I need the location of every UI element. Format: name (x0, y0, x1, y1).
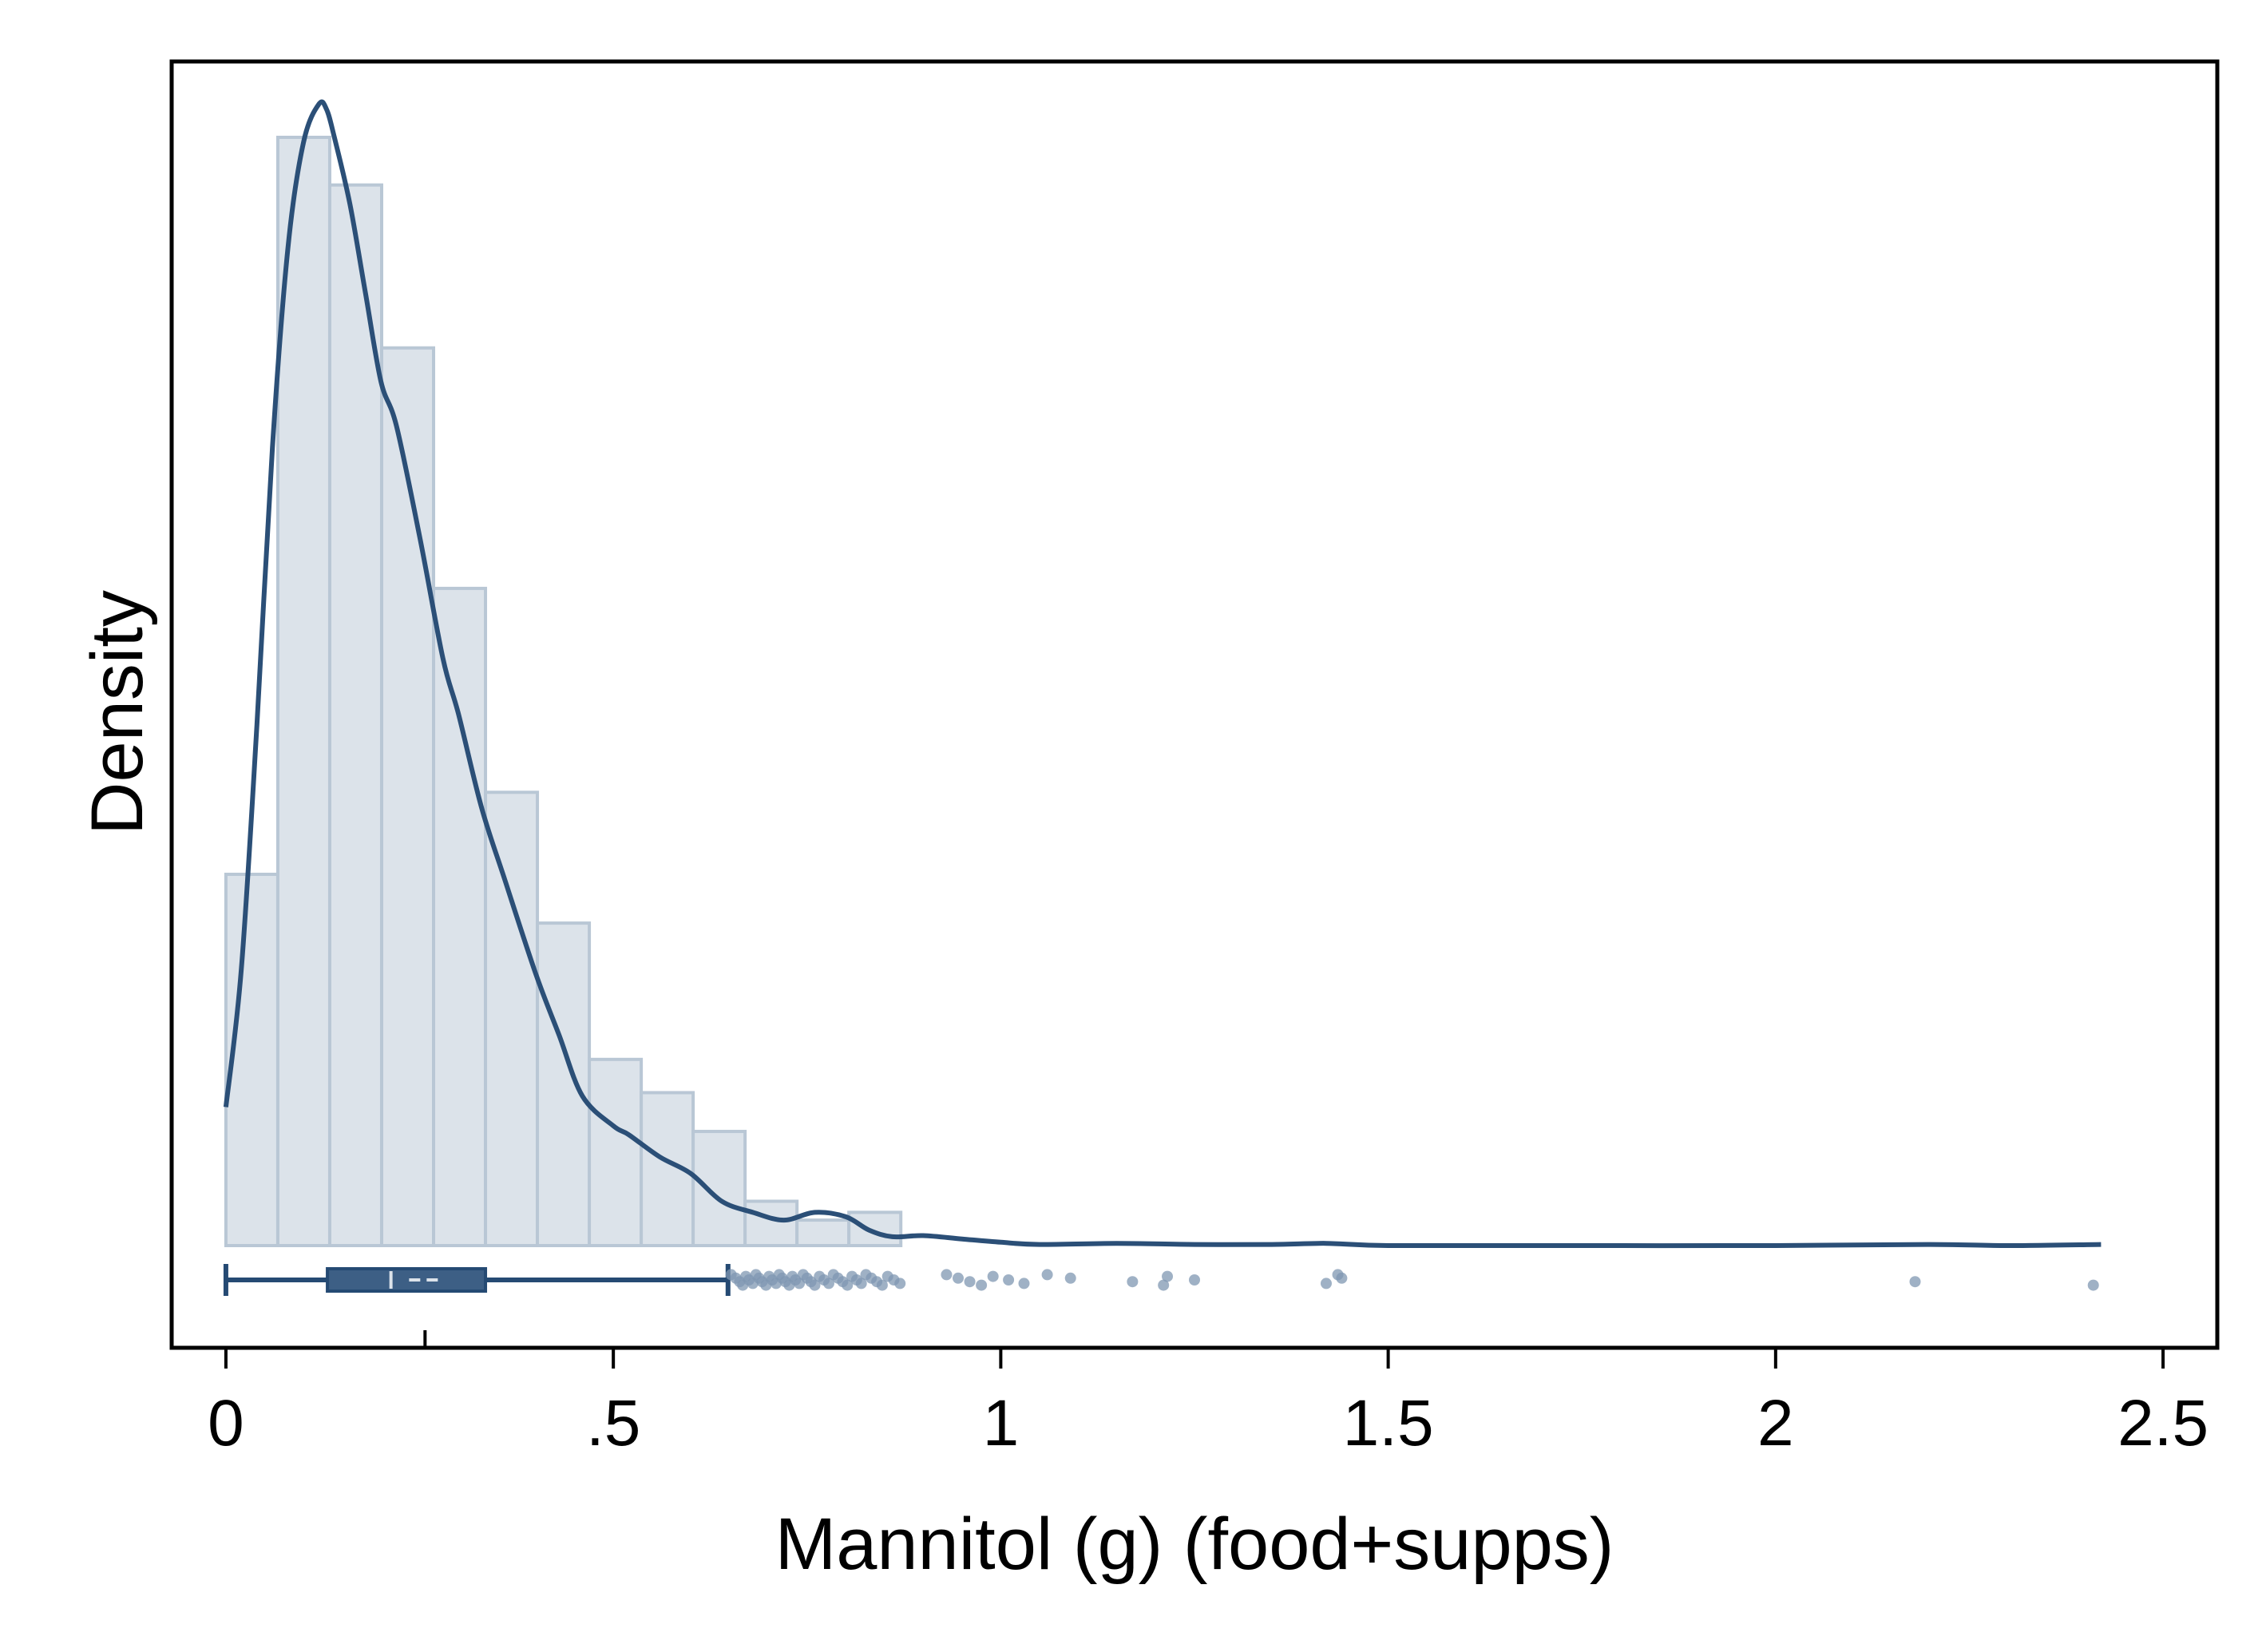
interquartile-box (326, 1267, 488, 1293)
outlier-point (1189, 1274, 1200, 1286)
density-curve (223, 99, 2102, 1249)
histogram-bar (275, 136, 331, 1247)
outlier-point (1320, 1278, 1332, 1290)
x-tick-label: 1.5 (1343, 1387, 1434, 1460)
x-tick-label: 0 (208, 1387, 244, 1460)
outlier-point (809, 1279, 821, 1291)
outlier-point (1018, 1278, 1030, 1290)
outlier-point (1158, 1279, 1170, 1291)
histogram-bar (536, 921, 592, 1248)
outlier-point (976, 1279, 988, 1291)
histogram-bar (847, 1210, 903, 1247)
y-axis-title: Density (77, 590, 158, 835)
outlier-point (855, 1278, 867, 1290)
histogram-bar (588, 1057, 644, 1248)
outlier-point (1909, 1276, 1921, 1288)
outlier-point (1041, 1269, 1053, 1281)
histogram-bar (432, 586, 488, 1247)
x-tick-label: 2.5 (2117, 1387, 2209, 1460)
x-tick-label: 1 (983, 1387, 1020, 1460)
outlier-point (953, 1272, 965, 1284)
histogram-bar (484, 790, 540, 1247)
histogram-bar (743, 1199, 799, 1247)
outlier-point (842, 1279, 854, 1291)
histogram-bar (327, 183, 383, 1248)
density-curve-layer (223, 99, 2102, 1249)
outlier-point (1162, 1270, 1174, 1282)
outlier-point (876, 1279, 888, 1291)
outlier-point (894, 1278, 906, 1290)
outlier-point (941, 1269, 953, 1281)
outlier-point (1003, 1274, 1015, 1286)
outlier-points (725, 1269, 2099, 1291)
x-tick-label: 2 (1757, 1387, 1794, 1460)
histogram-bar (379, 346, 436, 1248)
x-axis-title: Mannitol (g) (food+supps) (775, 1503, 1614, 1585)
outlier-point (1064, 1272, 1076, 1284)
outlier-point (2087, 1279, 2099, 1291)
x-axis: 0 .5 1 1.5 2 2.5 (208, 1330, 2209, 1460)
outlier-point (1336, 1272, 1348, 1284)
outlier-point (964, 1276, 976, 1288)
boxplot-layer (223, 1264, 731, 1296)
outlier-point (822, 1278, 834, 1290)
histogram-bar (795, 1218, 851, 1248)
histogram-bar (224, 873, 279, 1248)
outlier-point (987, 1270, 999, 1282)
outlier-point (1127, 1276, 1139, 1288)
x-tick-label: .5 (586, 1387, 640, 1460)
plot-frame (169, 59, 2220, 1350)
histogram-bar (691, 1130, 747, 1248)
